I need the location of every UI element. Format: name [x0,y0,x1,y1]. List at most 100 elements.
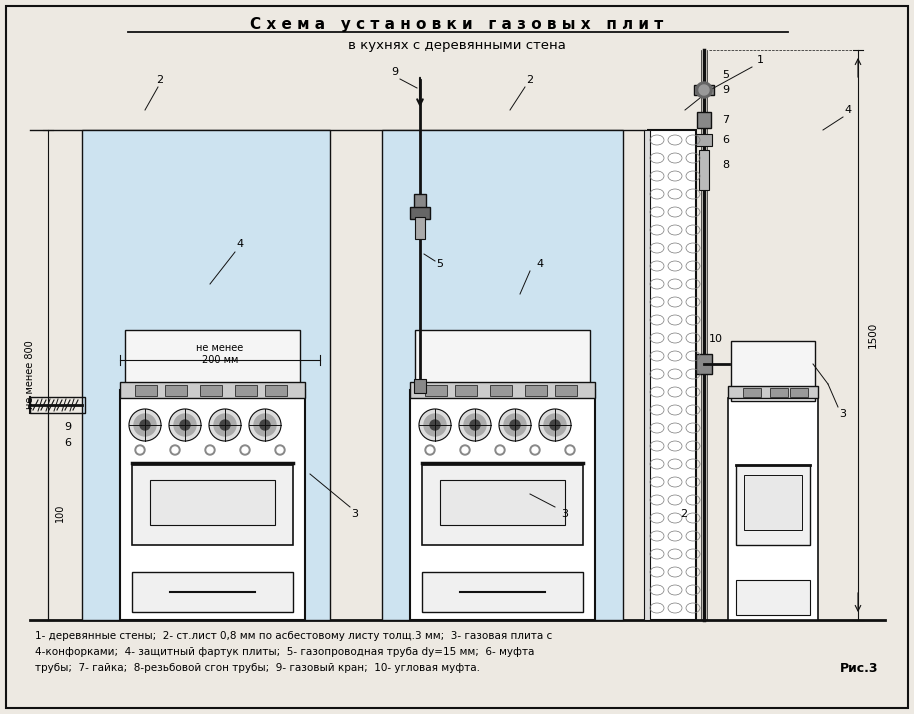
Text: 4: 4 [237,239,243,249]
Bar [135,385,157,396]
Circle shape [430,420,440,430]
Circle shape [544,414,566,436]
Circle shape [180,420,190,430]
Bar [728,398,818,620]
Circle shape [462,447,468,453]
Bar [415,217,425,239]
Bar [736,465,810,545]
Circle shape [129,409,161,441]
Circle shape [220,420,230,430]
Circle shape [699,85,709,95]
Circle shape [532,447,538,453]
Bar [382,130,623,620]
Text: 1500: 1500 [868,322,878,348]
Text: 6: 6 [65,438,71,448]
Text: 4-конфорками;  4- защитный фартук плиты;  5- газопроводная труба dy=15 мм;  6- м: 4-конфорками; 4- защитный фартук плиты; … [35,647,535,657]
Text: Рис.3: Рис.3 [839,661,878,675]
Circle shape [172,447,178,453]
Text: 1: 1 [757,55,763,65]
Text: 2: 2 [156,75,164,85]
Circle shape [419,409,451,441]
Circle shape [460,445,470,455]
Circle shape [567,447,573,453]
Bar [235,385,257,396]
Bar [697,112,711,128]
Circle shape [510,420,520,430]
Bar [790,388,808,397]
Text: 3: 3 [561,509,569,519]
Bar [648,130,696,620]
Bar [200,385,222,396]
Circle shape [424,414,446,436]
Bar [414,379,426,393]
Text: 5: 5 [722,70,729,80]
Circle shape [425,445,435,455]
Circle shape [696,82,712,98]
Text: С х е м а   у с т а н о в к и   г а з о в ы х   п л и т: С х е м а у с т а н о в к и г а з о в ы … [250,16,664,31]
Text: 9: 9 [391,67,399,77]
Bar [165,385,187,396]
Text: 200 мм: 200 мм [202,355,239,365]
Bar [415,330,590,395]
Text: 3: 3 [839,409,846,419]
Text: 9: 9 [722,85,729,95]
Bar [410,207,430,219]
Circle shape [277,447,283,453]
Circle shape [504,414,526,436]
Bar [728,386,818,398]
Bar [150,480,275,525]
Bar [410,390,595,620]
Bar [82,130,330,620]
Circle shape [530,445,540,455]
Bar [736,580,810,615]
Circle shape [459,409,491,441]
Text: не менее: не менее [197,343,244,353]
Circle shape [137,447,143,453]
Bar [743,388,761,397]
Circle shape [140,420,150,430]
Circle shape [134,414,156,436]
Circle shape [565,445,575,455]
Bar [132,465,293,545]
Bar [744,475,802,530]
Bar [455,385,477,396]
Bar [120,390,305,620]
Bar [425,385,447,396]
Text: 1- деревянные стены;  2- ст.лист 0,8 мм по асбестовому листу толщ.3 мм;  3- газо: 1- деревянные стены; 2- ст.лист 0,8 мм п… [35,631,552,641]
Circle shape [214,414,236,436]
Text: 6: 6 [722,135,729,145]
Text: 8: 8 [722,160,729,170]
Text: 4: 4 [845,105,852,115]
Bar [440,480,565,525]
Circle shape [550,420,560,430]
Circle shape [135,445,145,455]
Text: 9: 9 [65,422,71,432]
Circle shape [207,447,213,453]
Circle shape [254,414,276,436]
Bar [132,572,293,612]
Bar [410,382,595,398]
Circle shape [260,420,270,430]
Circle shape [464,414,486,436]
Circle shape [539,409,571,441]
Bar [555,385,577,396]
Bar [694,85,714,95]
Circle shape [249,409,281,441]
Bar [120,382,305,398]
Circle shape [275,445,285,455]
Circle shape [427,447,433,453]
Circle shape [499,409,531,441]
Circle shape [240,445,250,455]
Circle shape [205,445,215,455]
Bar [422,572,583,612]
Bar [699,150,709,190]
Circle shape [495,445,505,455]
Circle shape [170,445,180,455]
Text: 3: 3 [352,509,358,519]
Bar [30,397,85,413]
Circle shape [174,414,196,436]
Bar [696,354,712,374]
Text: 100: 100 [55,504,65,522]
Bar [414,194,426,214]
Bar [644,130,650,620]
